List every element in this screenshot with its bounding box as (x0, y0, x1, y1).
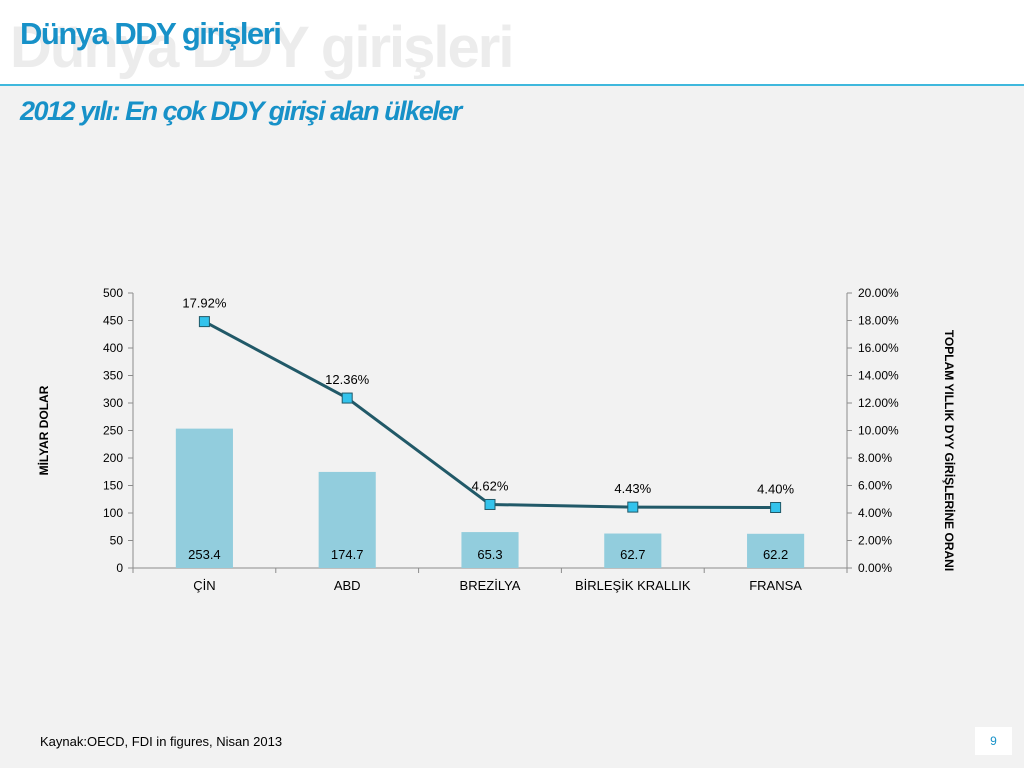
line-marker (627, 501, 639, 513)
line-marker (770, 502, 782, 513)
bar (747, 533, 805, 568)
y2-axis-title: TOPLAM YILLIK DYY GİRİŞLERİNE ORANI (942, 330, 957, 571)
y2-tick-label: 0.00% (858, 561, 892, 575)
y-tick-label: 150 (103, 479, 123, 493)
x-tick-label: ÇİN (193, 578, 215, 593)
y2-tick-label: 14.00% (858, 369, 899, 383)
x-tick-label: BİRLEŞİK KRALLIK (575, 578, 691, 593)
y-tick-label: 450 (103, 314, 123, 328)
bar (604, 533, 662, 568)
y2-tick-label: 10.00% (858, 424, 899, 438)
x-tick-label: ABD (334, 578, 361, 593)
y-tick-label: 200 (103, 451, 123, 465)
page-number: 9 (975, 727, 1012, 755)
y2-tick-label: 4.00% (858, 506, 892, 520)
y2-tick-label: 8.00% (858, 451, 892, 465)
source-note: Kaynak:OECD, FDI in figures, Nisan 2013 (40, 734, 283, 749)
y-tick-label: 500 (103, 286, 123, 300)
y-tick-label: 100 (103, 506, 123, 520)
y2-tick-label: 12.00% (858, 396, 899, 410)
y2-tick-label: 18.00% (858, 314, 899, 328)
y-tick-label: 350 (103, 369, 123, 383)
line-data-label: 4.43% (614, 481, 651, 496)
y-tick-label: 50 (110, 534, 124, 548)
slide-subtitle: 2012 yılı: En çok DDY girişi alan ülkele… (20, 96, 462, 126)
y-axis-title: MİLYAR DOLAR (36, 385, 51, 475)
y-tick-label: 250 (103, 424, 123, 438)
y-tick-label: 400 (103, 341, 123, 355)
bar-data-label: 62.2 (763, 547, 788, 562)
bar (175, 428, 233, 568)
bar (318, 471, 376, 568)
bar-data-label: 253.4 (188, 547, 221, 562)
bar-data-label: 174.7 (331, 547, 364, 562)
x-tick-label: FRANSA (749, 578, 802, 593)
y2-tick-label: 6.00% (858, 479, 892, 493)
y2-tick-label: 16.00% (858, 341, 899, 355)
slide-title-watermark: Dünya DDY girişleri (10, 15, 514, 80)
y2-tick-label: 2.00% (858, 534, 892, 548)
line-marker (484, 498, 496, 510)
line-marker (198, 316, 210, 328)
y-tick-label: 300 (103, 396, 123, 410)
slide-header: Dünya DDY girişleri Dünya DDY girişleri (0, 0, 1024, 86)
slide-title: Dünya DDY girişleri (20, 16, 282, 51)
y2-tick-label: 20.00% (858, 286, 899, 300)
bar-data-label: 62.7 (620, 547, 645, 562)
bar (461, 532, 519, 568)
line-marker (341, 392, 353, 404)
line-data-label: 4.40% (757, 482, 794, 497)
y-tick-label: 0 (116, 561, 123, 575)
line-data-label: 17.92% (182, 296, 227, 311)
bar-data-label: 65.3 (477, 547, 502, 562)
x-tick-label: BREZİLYA (460, 578, 521, 593)
line-data-label: 4.62% (472, 478, 509, 493)
line-data-label: 12.36% (325, 372, 370, 387)
